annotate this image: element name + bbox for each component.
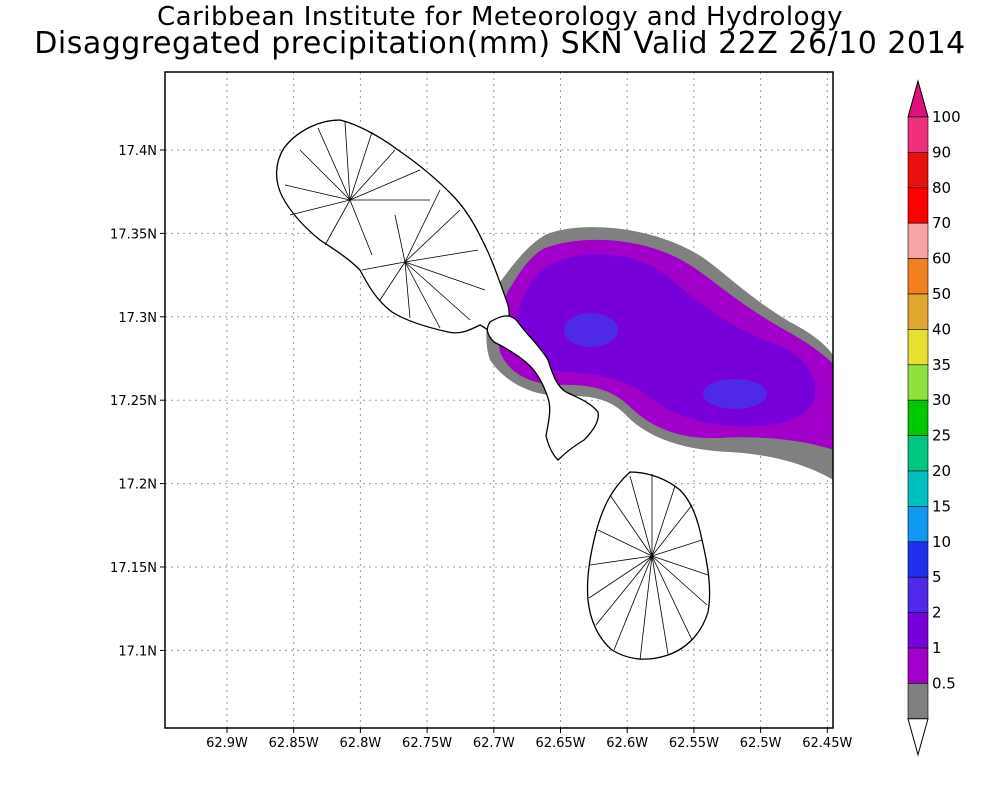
colorbar-swatch [907, 399, 929, 436]
y-tick-label: 17.35N [110, 227, 157, 242]
x-tick-label: 62.9W [206, 736, 248, 751]
colorbar-swatch [907, 293, 929, 330]
y-tick-label: 17.15N [110, 561, 157, 576]
colorbar-label: 20 [932, 462, 951, 480]
chart-title: Caribbean Institute for Meteorology and … [157, 2, 843, 32]
colorbar-label: 15 [932, 497, 951, 515]
y-tick-label: 17.1N [118, 644, 157, 659]
chart-subtitle: Disaggregated precipitation(mm) SKN Vali… [34, 26, 966, 61]
colorbar-top-arrow [907, 79, 929, 118]
colorbar-label: 10 [932, 533, 951, 551]
colorbar-label: 35 [932, 356, 951, 374]
colorbar-swatch [907, 187, 929, 224]
colorbar-swatch [907, 116, 929, 153]
colorbar-swatch [907, 435, 929, 472]
colorbar-swatch [907, 541, 929, 578]
colorbar-swatch [907, 222, 929, 259]
y-tick-label: 17.2N [118, 478, 157, 493]
y-tick-label: 17.25N [110, 394, 157, 409]
x-tick-label: 62.45W [802, 736, 852, 751]
southeast-peninsula [486, 315, 599, 461]
colorbar-swatch [907, 647, 929, 684]
colorbar-swatch [907, 152, 929, 189]
nevis-drainage [588, 474, 709, 661]
y-axis-ticks: 17.4N 17.35N 17.3N 17.25N 17.2N 17.15N 17.1N [110, 144, 165, 659]
colorbar-label: 90 [932, 143, 951, 161]
x-tick-label: 62.65W [535, 736, 585, 751]
colorbar-bottom-arrow [907, 718, 929, 757]
precip-contour-5mm-b [703, 379, 767, 409]
colorbar-label: 100 [932, 108, 961, 126]
colorbar-label: 70 [932, 214, 951, 232]
color-legend: 100 90 80 70 60 50 40 35 30 25 20 15 10 5 2 1 0.5 [907, 79, 961, 757]
x-tick-label: 62.5W [740, 736, 782, 751]
x-tick-label: 62.8W [339, 736, 381, 751]
colorbar-label: 60 [932, 250, 951, 268]
colorbar-label: 5 [932, 568, 942, 586]
colorbar-label: 2 [932, 604, 942, 622]
colorbar-swatch [907, 258, 929, 295]
colorbar-label: 1 [932, 639, 942, 657]
colorbar-label: 25 [932, 427, 951, 445]
colorbar-label: 40 [932, 320, 951, 338]
x-tick-label: 62.85W [269, 736, 319, 751]
colorbar-swatch [907, 683, 929, 720]
precipitation-field [486, 227, 833, 480]
x-tick-label: 62.7W [473, 736, 515, 751]
colorbar-swatch [907, 470, 929, 507]
precip-contour-5mm-a [564, 313, 618, 347]
colorbar-label: 80 [932, 179, 951, 197]
islands [275, 119, 711, 661]
y-tick-label: 17.3N [118, 311, 157, 326]
colorbar-swatch [907, 576, 929, 613]
colorbar-swatch [907, 364, 929, 401]
colorbar-swatch [907, 329, 929, 366]
x-tick-label: 62.75W [402, 736, 452, 751]
colorbar-label: 30 [932, 391, 951, 409]
colorbar-swatch [907, 506, 929, 543]
colorbar-label: 0.5 [932, 674, 956, 692]
x-axis-ticks: 62.9W 62.85W 62.8W 62.75W 62.7W 62.65W 62.6W 62… [206, 728, 852, 751]
colorbar-swatch [907, 612, 929, 649]
colorbar-label: 50 [932, 285, 951, 303]
y-tick-label: 17.4N [118, 144, 157, 159]
st-kitts-drainage [284, 121, 486, 329]
x-tick-label: 62.55W [669, 736, 719, 751]
st-kitts-coastline [275, 119, 510, 344]
x-tick-label: 62.6W [606, 736, 648, 751]
